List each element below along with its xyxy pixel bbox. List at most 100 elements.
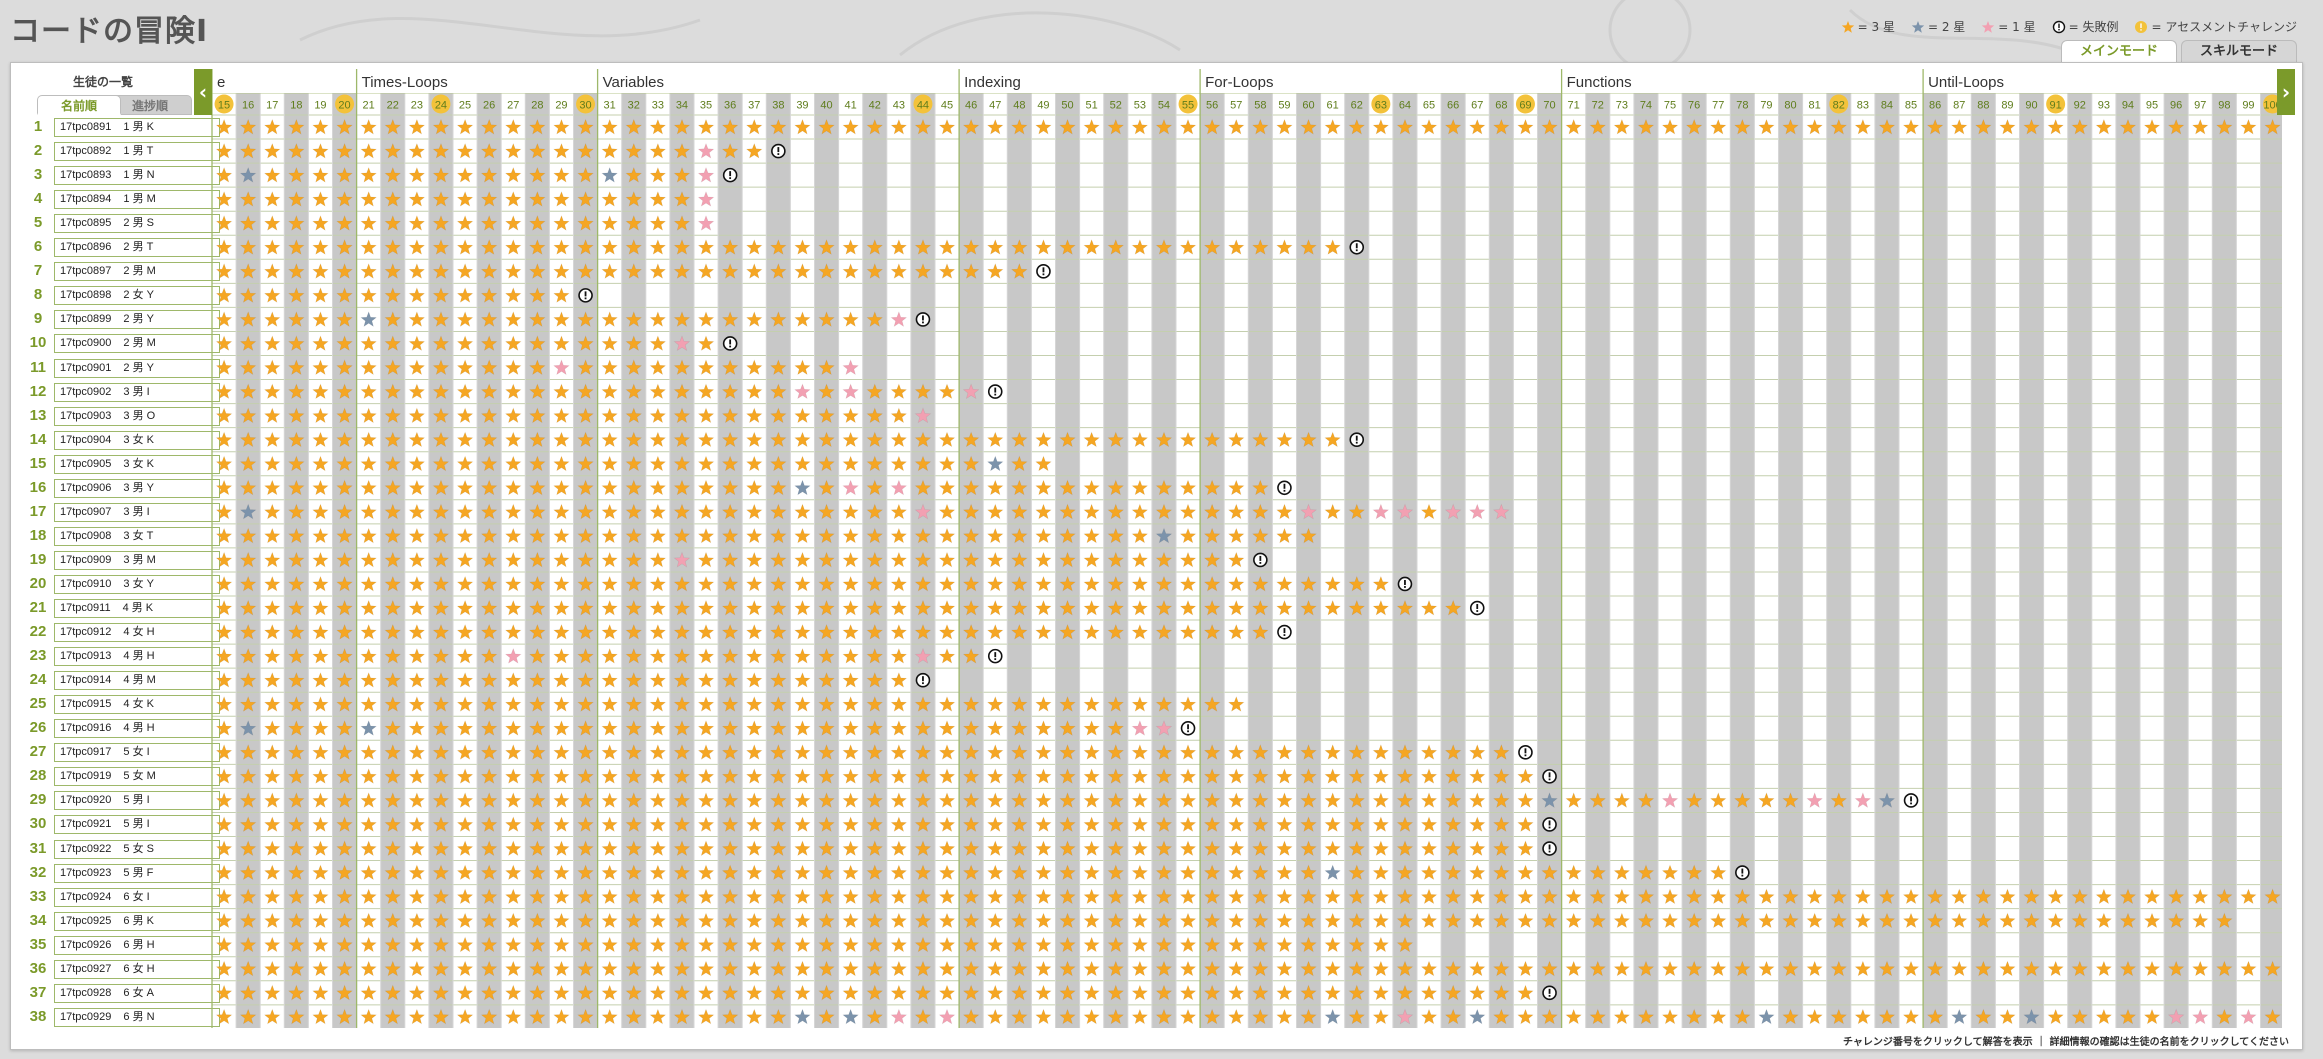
star-gold-icon[interactable] — [215, 575, 233, 592]
star-gold-icon[interactable] — [1203, 936, 1221, 953]
star-gold-icon[interactable] — [745, 503, 763, 520]
star-gold-icon[interactable] — [577, 118, 595, 135]
star-gold-icon[interactable] — [721, 864, 739, 881]
star-gold-icon[interactable] — [456, 311, 474, 328]
star-gold-icon[interactable] — [890, 647, 908, 664]
star-gold-icon[interactable] — [456, 888, 474, 905]
star-gold-icon[interactable] — [1010, 551, 1028, 568]
star-gold-icon[interactable] — [1420, 503, 1438, 520]
star-gold-icon[interactable] — [866, 768, 884, 784]
star-gold-icon[interactable] — [938, 455, 956, 472]
star-gold-icon[interactable] — [456, 960, 474, 977]
star-gold-icon[interactable] — [1372, 816, 1390, 833]
star-gold-icon[interactable] — [432, 311, 450, 328]
star-gold-icon[interactable] — [1516, 864, 1534, 881]
star-gold-icon[interactable] — [480, 142, 498, 159]
star-gold-icon[interactable] — [625, 455, 643, 472]
star-gold-icon[interactable] — [528, 792, 546, 809]
star-gold-icon[interactable] — [986, 792, 1004, 809]
level-number[interactable]: 95 — [2146, 100, 2158, 112]
star-gold-icon[interactable] — [1348, 960, 1366, 977]
star-gold-icon[interactable] — [649, 190, 667, 207]
level-number[interactable]: 81 — [1809, 100, 1821, 112]
star-gold-icon[interactable] — [1300, 792, 1318, 809]
star-gold-icon[interactable] — [384, 431, 402, 448]
sort-by-progress-tab[interactable]: 進捗順 — [108, 95, 192, 115]
star-gold-icon[interactable] — [456, 575, 474, 592]
star-gold-icon[interactable] — [818, 960, 836, 977]
star-gold-icon[interactable] — [215, 888, 233, 905]
star-gold-icon[interactable] — [649, 984, 667, 1001]
star-gold-icon[interactable] — [432, 118, 450, 135]
star-gold-icon[interactable] — [577, 575, 595, 592]
star-gold-icon[interactable] — [215, 359, 233, 376]
star-gold-icon[interactable] — [866, 599, 884, 616]
star-gold-icon[interactable] — [938, 719, 956, 736]
star-gold-icon[interactable] — [577, 864, 595, 881]
star-gold-icon[interactable] — [311, 166, 329, 183]
level-number[interactable]: 79 — [1760, 100, 1772, 112]
star-gold-icon[interactable] — [962, 936, 980, 953]
star-gold-icon[interactable] — [1275, 936, 1293, 953]
star-gold-icon[interactable] — [336, 599, 354, 616]
star-gold-icon[interactable] — [673, 190, 691, 207]
star-gold-icon[interactable] — [1107, 912, 1125, 929]
star-gold-icon[interactable] — [432, 431, 450, 448]
level-number[interactable]: 80 — [1784, 100, 1796, 112]
star-gold-icon[interactable] — [384, 142, 402, 159]
star-gold-icon[interactable] — [1468, 888, 1486, 905]
star-gold-icon[interactable] — [1396, 984, 1414, 1001]
star-gold-icon[interactable] — [528, 623, 546, 640]
star-gold-icon[interactable] — [842, 647, 860, 664]
level-number[interactable]: 19 — [314, 100, 326, 112]
star-gold-icon[interactable] — [745, 695, 763, 712]
star-gold-icon[interactable] — [745, 743, 763, 760]
star-gold-icon[interactable] — [769, 671, 787, 688]
star-gold-icon[interactable] — [1107, 575, 1125, 592]
star-gold-icon[interactable] — [1059, 623, 1077, 640]
star-gold-icon[interactable] — [1300, 936, 1318, 953]
star-gold-icon[interactable] — [528, 142, 546, 159]
star-gold-icon[interactable] — [456, 503, 474, 520]
star-gold-icon[interactable] — [480, 383, 498, 400]
star-gold-icon[interactable] — [1010, 840, 1028, 857]
star-gold-icon[interactable] — [1830, 912, 1848, 929]
star-gold-icon[interactable] — [1372, 960, 1390, 977]
star-gold-icon[interactable] — [818, 238, 836, 255]
star-gold-icon[interactable] — [1155, 1008, 1173, 1025]
star-gold-icon[interactable] — [2239, 960, 2257, 977]
star-gold-icon[interactable] — [1203, 431, 1221, 448]
star-gold-icon[interactable] — [1637, 1008, 1655, 1025]
star-gold-icon[interactable] — [1516, 792, 1534, 809]
star-gold-icon[interactable] — [577, 695, 595, 712]
star-gold-icon[interactable] — [1589, 792, 1607, 809]
star-gold-icon[interactable] — [577, 190, 595, 207]
star-gold-icon[interactable] — [818, 816, 836, 833]
star-gold-icon[interactable] — [408, 599, 426, 616]
star-gold-icon[interactable] — [1179, 503, 1197, 520]
star-gold-icon[interactable] — [1083, 912, 1101, 929]
star-gold-icon[interactable] — [866, 383, 884, 400]
star-pink-icon[interactable] — [890, 479, 908, 496]
star-gold-icon[interactable] — [769, 311, 787, 328]
star-gold-icon[interactable] — [1396, 840, 1414, 857]
star-pink-icon[interactable] — [1396, 1008, 1414, 1025]
star-gold-icon[interactable] — [432, 671, 450, 688]
star-gold-icon[interactable] — [1155, 984, 1173, 1001]
star-gold-icon[interactable] — [962, 864, 980, 881]
star-gold-icon[interactable] — [528, 479, 546, 496]
star-gold-icon[interactable] — [432, 383, 450, 400]
star-gold-icon[interactable] — [239, 431, 257, 448]
star-gold-icon[interactable] — [1251, 816, 1269, 833]
star-gold-icon[interactable] — [673, 864, 691, 881]
star-gold-icon[interactable] — [384, 575, 402, 592]
star-gold-icon[interactable] — [408, 214, 426, 231]
level-number[interactable]: 66 — [1447, 100, 1459, 112]
star-gold-icon[interactable] — [1034, 743, 1052, 760]
star-gold-icon[interactable] — [311, 503, 329, 520]
star-gold-icon[interactable] — [866, 743, 884, 760]
star-gold-icon[interactable] — [1203, 479, 1221, 496]
star-gold-icon[interactable] — [287, 671, 305, 688]
star-gold-icon[interactable] — [601, 936, 619, 953]
star-gold-icon[interactable] — [336, 695, 354, 712]
